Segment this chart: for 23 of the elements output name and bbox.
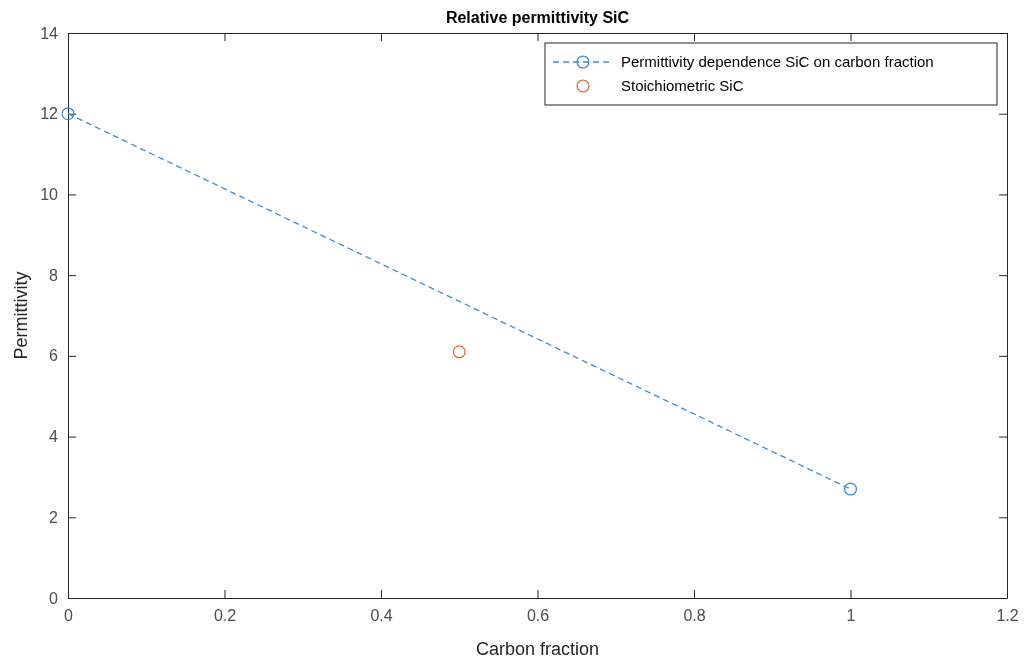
y-tick-label: 12 [40,105,59,123]
y-tick-label: 8 [49,266,59,284]
y-tick-label: 14 [40,24,59,42]
y-axis-title: Permittivity [11,271,31,360]
x-tick-label: 0.2 [213,607,237,625]
x-tick-label: 1 [846,607,856,625]
chart-title: Relative permittivity SiC [445,9,630,26]
x-tick-label: 0.8 [683,607,706,625]
point [452,345,466,359]
y-tick-label: 6 [49,347,59,365]
y-tick-label: 10 [40,186,59,204]
legend-label: Permittivity dependence SiC on carbon fraction [621,53,934,70]
x-tick-label: 1.2 [996,607,1019,625]
x-tick-label: 0.6 [526,607,550,625]
x-tick-label: 0 [64,607,74,625]
y-tick-label: 0 [49,589,59,607]
point [843,482,858,496]
point [61,107,75,121]
legend-label: Stoichiometric SiC [621,77,744,94]
x-axis-title: Carbon fraction [475,639,600,659]
y-tick-label: 2 [49,508,59,526]
x-tick-label: 0.4 [370,607,393,625]
y-tick-label: 4 [49,428,59,446]
